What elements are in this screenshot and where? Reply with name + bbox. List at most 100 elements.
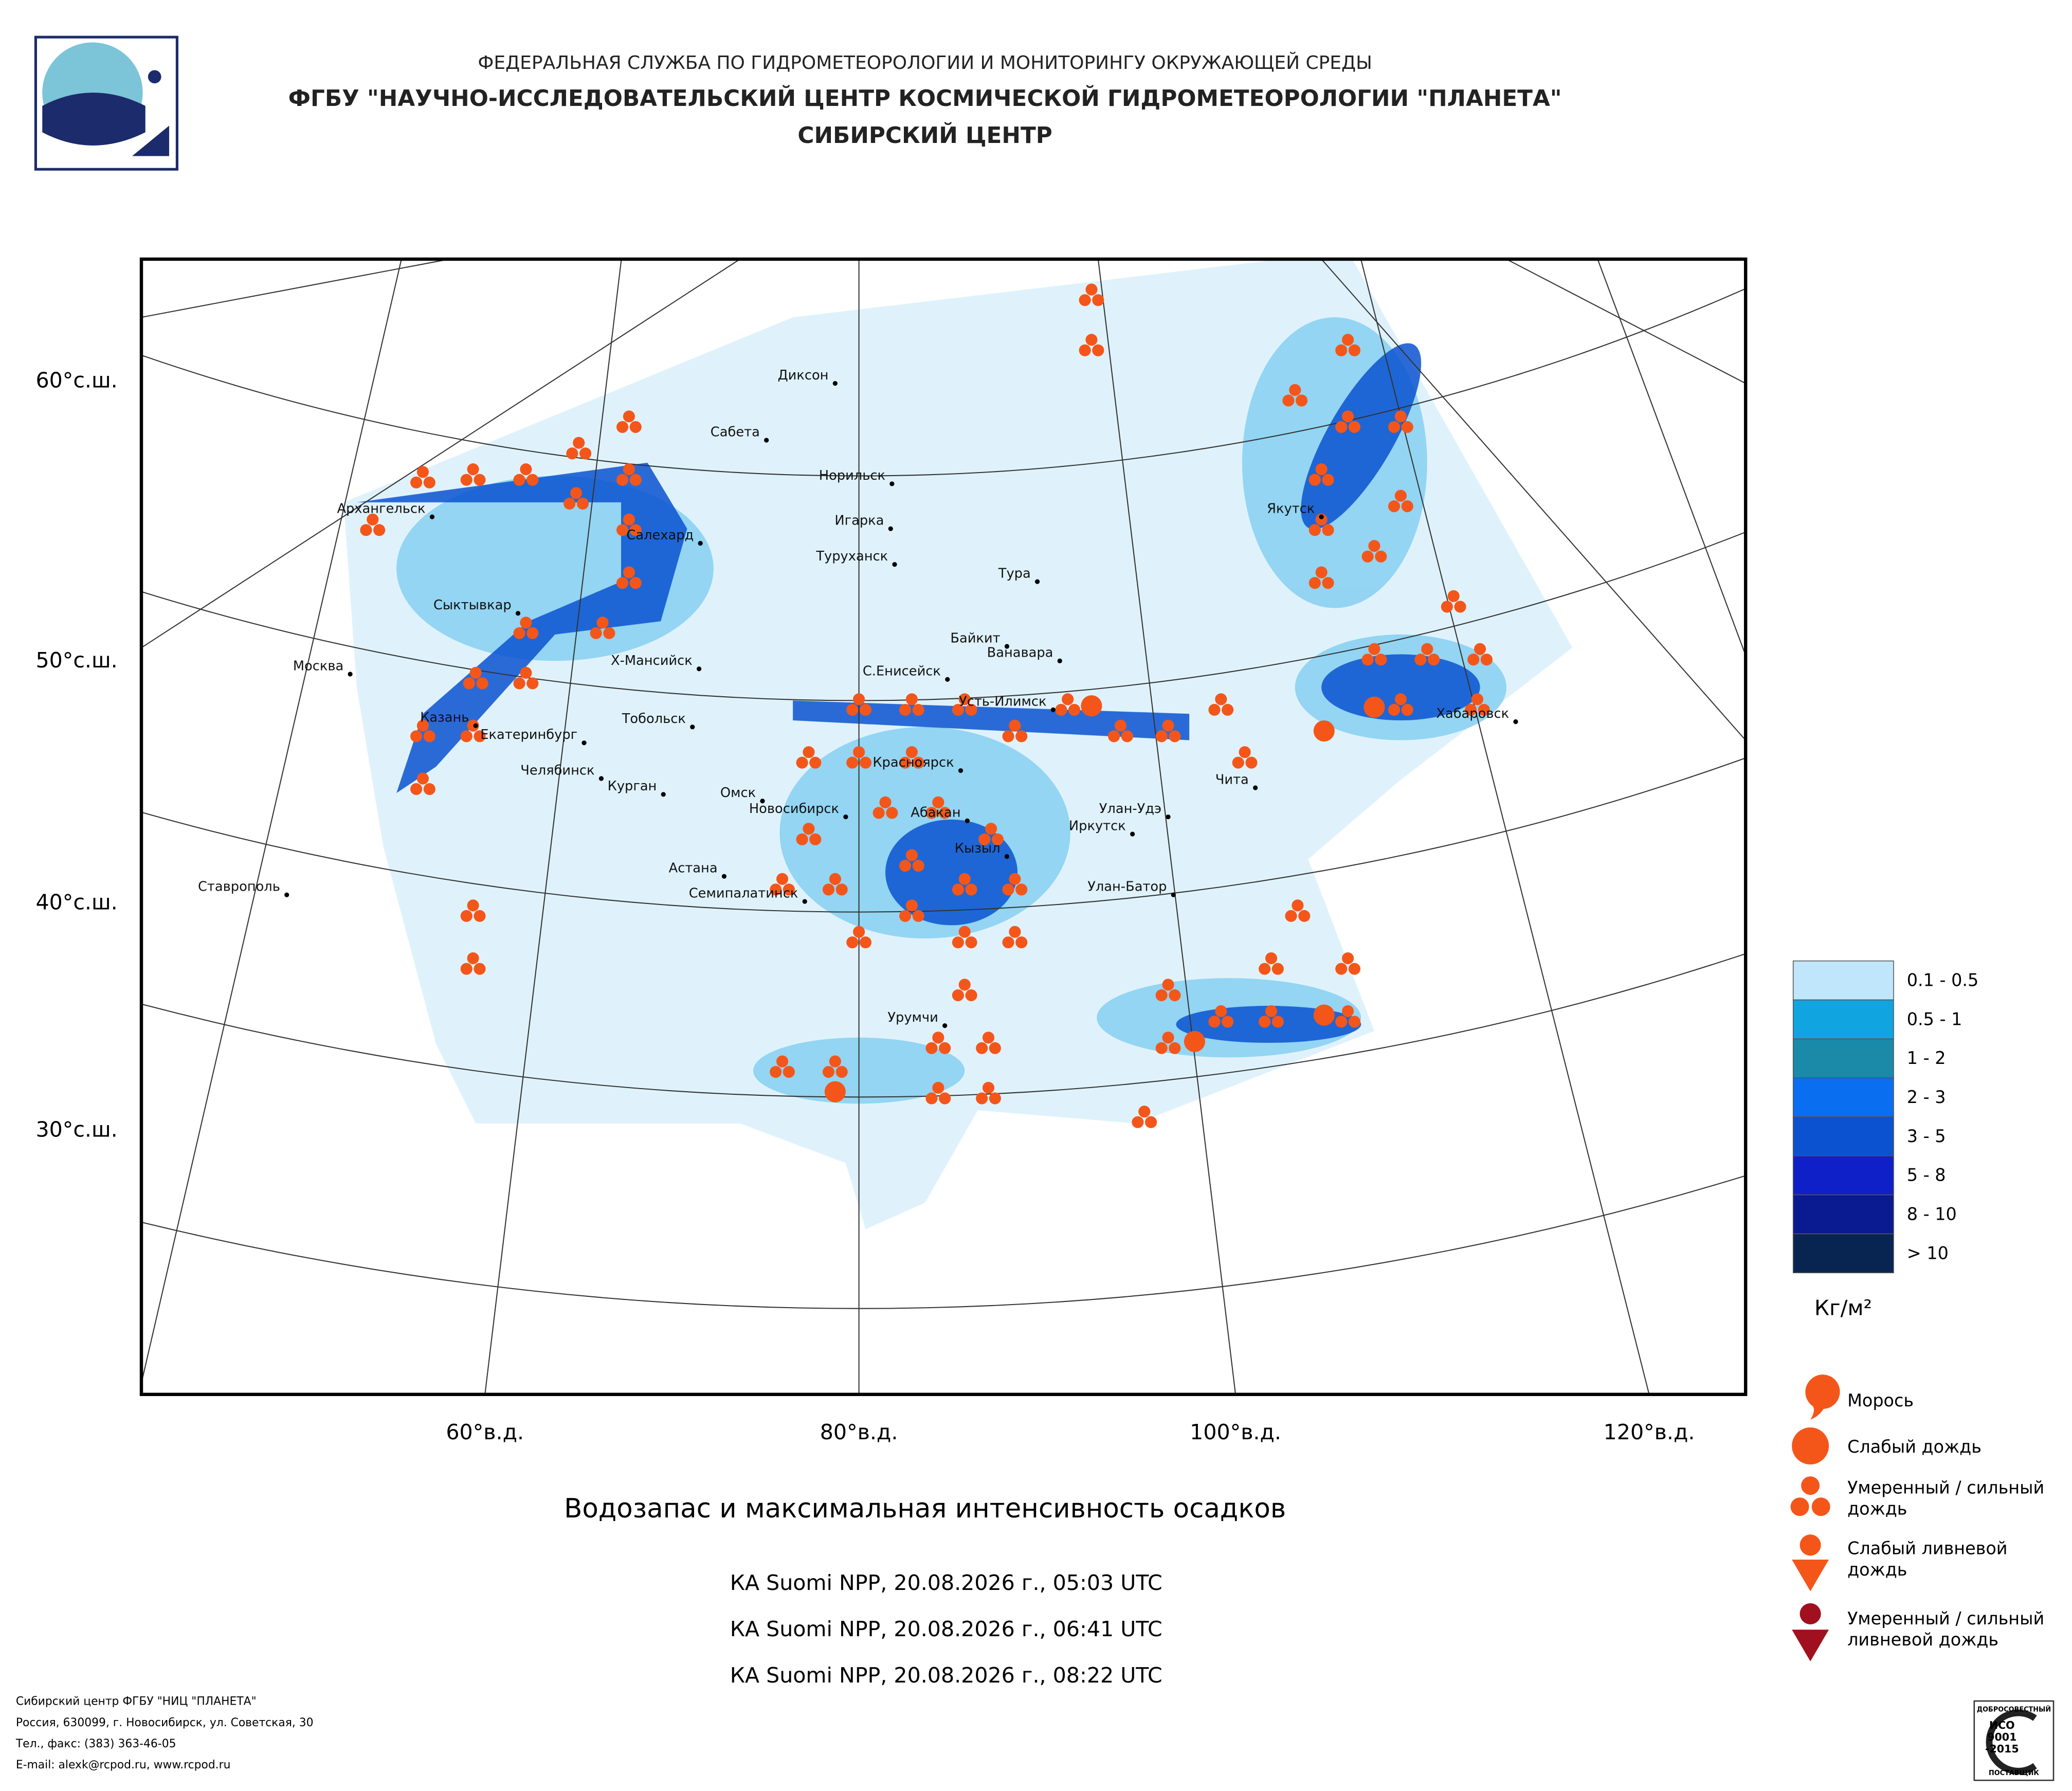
moderate-rain-icon <box>1790 1497 1809 1516</box>
rain-marker <box>1259 1016 1271 1028</box>
rain-marker <box>1155 1042 1168 1054</box>
legend-label: 2 - 3 <box>1907 1087 1946 1107</box>
city-label: Урумчи <box>887 1010 938 1025</box>
city-label: Норильск <box>819 468 885 483</box>
city-label: Астана <box>669 861 718 876</box>
legend-unit: Кг/м² <box>1814 1296 1872 1320</box>
rain-marker <box>1348 421 1360 433</box>
badge-text: ПОСТАВЩИК <box>1989 1769 2039 1777</box>
footer-line: E-mail: alexk@rcpod.ru, www.rcpod.ru <box>16 1759 231 1771</box>
rain-marker <box>1308 524 1321 536</box>
rain-marker <box>853 746 865 758</box>
rain-marker <box>1401 703 1413 716</box>
rain-marker <box>925 807 938 819</box>
city-label: Тобольск <box>622 711 686 727</box>
city-label: Чита <box>1215 772 1249 787</box>
rain-marker <box>853 926 865 938</box>
city-dot <box>1166 814 1171 820</box>
rain-marker <box>1015 883 1028 896</box>
city-dot <box>1004 854 1010 859</box>
rain-marker <box>460 963 472 975</box>
rain-marker <box>1085 283 1098 296</box>
rain-marker <box>1471 693 1483 705</box>
badge-text: ИСО <box>1989 1719 2015 1731</box>
rain-marker <box>1361 654 1374 666</box>
city-dot <box>284 892 289 897</box>
rain-marker <box>1341 334 1354 346</box>
rain-marker <box>467 899 479 912</box>
rain-marker <box>905 746 918 758</box>
rain-marker <box>1292 899 1304 912</box>
rain-marker <box>899 860 912 872</box>
legend-label: 8 - 10 <box>1907 1204 1957 1224</box>
rain-marker <box>623 410 635 423</box>
rain-marker <box>783 1066 795 1078</box>
rain-marker <box>423 476 435 489</box>
rain-marker <box>570 487 583 499</box>
city-dot <box>1130 831 1135 837</box>
city-label: Абакан <box>911 805 960 821</box>
legend-swatch <box>1792 1233 1894 1274</box>
light-rain-marker <box>1081 695 1102 717</box>
rain-marker <box>886 807 898 819</box>
city-label: Иркутск <box>1069 818 1126 834</box>
rain-marker <box>822 883 835 896</box>
rain-marker <box>879 796 892 808</box>
rain-marker <box>1480 654 1493 666</box>
rain-marker <box>367 513 379 526</box>
rain-marker <box>978 833 991 845</box>
city-dot <box>1319 514 1324 519</box>
rain-marker <box>991 833 1004 845</box>
badge-text: -2015 <box>1985 1743 2019 1755</box>
lon-label: 80°в.д. <box>820 1420 898 1444</box>
rain-marker <box>989 1092 1001 1105</box>
rain-marker <box>467 463 479 476</box>
rain-marker <box>1335 963 1348 975</box>
moderate-rain-icon <box>1801 1476 1820 1495</box>
rain-marker <box>1055 703 1067 716</box>
rain-marker <box>460 730 472 743</box>
rain-marker <box>1454 601 1466 613</box>
rain-marker <box>474 474 486 486</box>
light-rain-marker <box>1364 696 1385 718</box>
rain-marker <box>1162 979 1174 991</box>
rain-marker <box>1259 963 1271 975</box>
rain-marker <box>1341 1005 1354 1017</box>
rain-marker <box>958 979 971 991</box>
rain-marker <box>912 910 924 922</box>
rain-marker <box>783 883 795 896</box>
badge-text: ДОБРОСОВЕСТНЫЙ <box>1977 1706 2051 1714</box>
rain-marker <box>1009 873 1021 885</box>
rain-marker <box>1315 513 1328 526</box>
rain-marker <box>809 756 822 769</box>
rain-marker <box>1208 1016 1221 1028</box>
rain-marker <box>526 474 539 486</box>
city-label: Диксон <box>778 368 829 383</box>
city-label: Екатеринбург <box>480 727 577 743</box>
rain-marker <box>474 963 486 975</box>
city-dot <box>945 677 950 682</box>
rain-marker <box>1341 952 1354 965</box>
city-label: Якутск <box>1267 501 1315 516</box>
rain-marker <box>776 873 789 885</box>
rain-marker <box>1062 693 1074 705</box>
rain-marker <box>976 1042 988 1054</box>
rain-marker <box>416 772 429 785</box>
agency: ФЕДЕРАЛЬНАЯ СЛУЖБА ПО ГИДРОМЕТЕОРОЛОГИИ … <box>478 52 1372 74</box>
rain-marker <box>629 524 642 536</box>
city-dot <box>698 540 703 546</box>
center-name: ФГБУ "НАУЧНО-ИССЛЕДОВАТЕЛЬСКИЙ ЦЕНТР КОС… <box>288 84 1562 112</box>
city-label: Игарка <box>834 513 884 529</box>
precip-label: Морось <box>1847 1390 1914 1410</box>
rain-marker <box>846 936 859 949</box>
city-dot <box>696 666 702 672</box>
rain-marker <box>1335 1016 1348 1028</box>
city-dot <box>348 672 353 677</box>
rain-marker <box>1282 394 1295 407</box>
rain-marker <box>1394 410 1407 423</box>
rain-marker <box>1162 1032 1174 1044</box>
rain-marker <box>859 756 872 769</box>
rain-marker <box>1155 989 1168 1002</box>
rain-marker <box>1068 703 1081 716</box>
